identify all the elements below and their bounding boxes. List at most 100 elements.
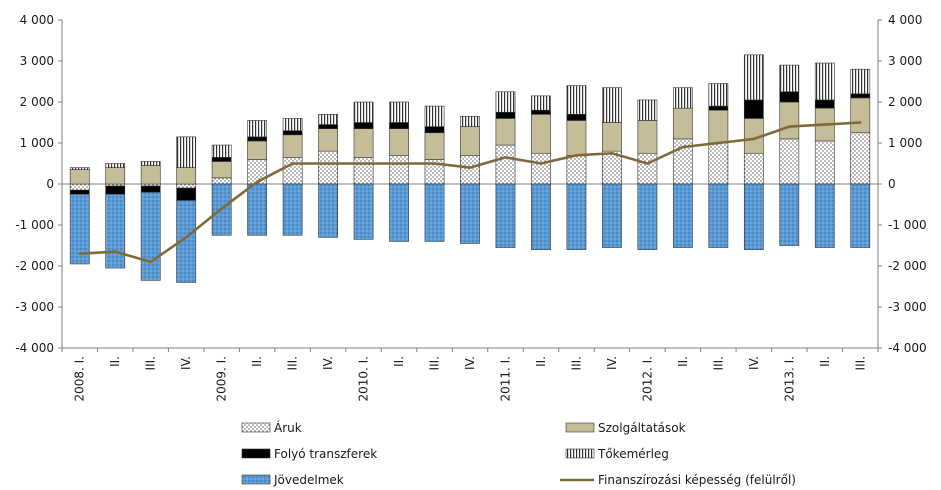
x-tick-label: II. [108,356,122,367]
bar-folyo-transzferek [318,124,338,129]
line-layer [78,121,862,264]
bar-tokemerleg [850,68,871,95]
legend-swatch-folyo-transzferek [241,448,271,459]
bar-szolgaltatasok [140,165,161,185]
y-tick-label-left: 0 [46,177,54,191]
legend-label-jovedelmek: Jövedelmek [273,473,344,487]
legend-swatch-aruk [241,422,271,433]
labels: 4 000 4 000 3 000 3 000 2 000 2 000 1 000 1 000… [15,13,926,402]
bar-szolgaltatasok [850,97,871,134]
legend-label-finanszirozasi-kepesseg-felulrol: Finanszírozási képesség (felülről) [598,473,796,487]
bar-folyo-transzferek [566,114,587,121]
y-tick-label-left: -2 000 [15,259,54,273]
bar-folyo-transzferek [247,136,268,142]
bar-szolgaltatasok [389,128,409,156]
bar-folyo-transzferek [814,99,835,109]
bar-folyo-transzferek [424,126,445,134]
x-tick-label: IV. [463,356,477,370]
bar-folyo-transzferek [282,130,303,136]
y-tick-label-right: -3 000 [888,300,927,314]
bar-szolgaltatasok [672,107,693,140]
bar-jovedelmek [602,183,622,248]
line-point [78,252,81,255]
line-point [788,125,791,128]
bar-szolgaltatasok [318,128,338,152]
line-point [114,250,117,253]
legend-swatch-jovedelmek [241,474,271,485]
bar-tokemerleg [495,91,516,113]
bar-tokemerleg [282,118,303,132]
bar-jovedelmek [247,183,268,236]
bar-aruk [389,155,409,185]
bar-jovedelmek [672,183,693,248]
bar-jovedelmek [850,183,871,248]
line-point [326,162,330,165]
line-point [397,162,401,165]
bar-aruk [105,183,126,187]
x-tick-label: III. [286,356,300,370]
bar-aruk [140,183,161,187]
bar-tokemerleg [814,62,835,101]
bar-szolgaltatasok [69,169,90,185]
x-tick-label: IV. [179,356,193,370]
line-point [646,162,649,165]
line-point [362,162,365,165]
line-point [717,141,720,145]
bar-aruk [247,159,268,185]
bar-folyo-transzferek [389,122,409,129]
y-tick-label-left: -4 000 [15,341,54,355]
bar-szolgaltatasok [566,120,587,156]
bar-jovedelmek [743,183,764,250]
bar-tokemerleg [424,105,445,127]
x-tick-label: II. [534,356,548,367]
legend-swatch-tokemerleg [565,448,595,459]
bar-szolgaltatasok [460,126,480,156]
bar-tokemerleg [247,120,268,138]
x-tick-label: II. [250,356,264,367]
bar-jovedelmek [637,183,658,250]
bar-jovedelmek [318,183,338,238]
y-tick-label-right: -4 000 [888,341,927,355]
bar-tokemerleg [69,167,90,170]
bar-tokemerleg [105,163,126,168]
bar-tokemerleg [353,101,374,123]
line-point [291,162,294,165]
bar-aruk [566,155,587,185]
bar-tokemerleg [672,87,693,109]
line-point [149,260,152,264]
x-tick-label: 2013. I. [782,356,796,402]
line-point [184,236,188,239]
line-point [859,121,862,124]
bar-jovedelmek [460,183,480,244]
y-tick-label-left: 4 000 [20,13,54,27]
line-point [575,154,578,157]
x-tick-label: 2012. I. [640,356,654,402]
bar-tokemerleg [708,83,729,107]
line-point [752,137,756,141]
bar-folyo-transzferek [69,189,90,195]
y-tick-label-left: -1 000 [15,218,54,232]
x-tick-label: II. [818,356,832,367]
bar-aruk [850,132,871,185]
bar-folyo-transzferek [850,93,871,99]
x-tick-label: IV. [747,356,761,370]
bar-aruk [318,150,338,185]
bar-jovedelmek [105,193,126,269]
bar-aruk [743,152,764,185]
legend: Áruk Szolgáltatások Folyó transzferek Tőkem… [241,420,796,487]
bar-szolgaltatasok [247,140,268,160]
line-point [681,145,685,149]
x-tick-label: 2008. I. [73,356,87,402]
bar-tokemerleg [779,64,800,93]
x-tick-label: 2011. I. [498,356,512,402]
legend-label-aruk: Áruk [274,420,302,435]
x-tick-label: IV. [321,356,335,370]
bar-tokemerleg [318,114,338,125]
bar-tokemerleg [566,85,587,115]
y-tick-label-left: 3 000 [20,54,54,68]
x-tick-label: III. [711,356,725,370]
y-tick-label-left: -3 000 [15,300,54,314]
x-tick-label: II. [676,356,690,367]
x-tick-label: III. [853,356,867,370]
bar-tokemerleg [743,54,764,101]
